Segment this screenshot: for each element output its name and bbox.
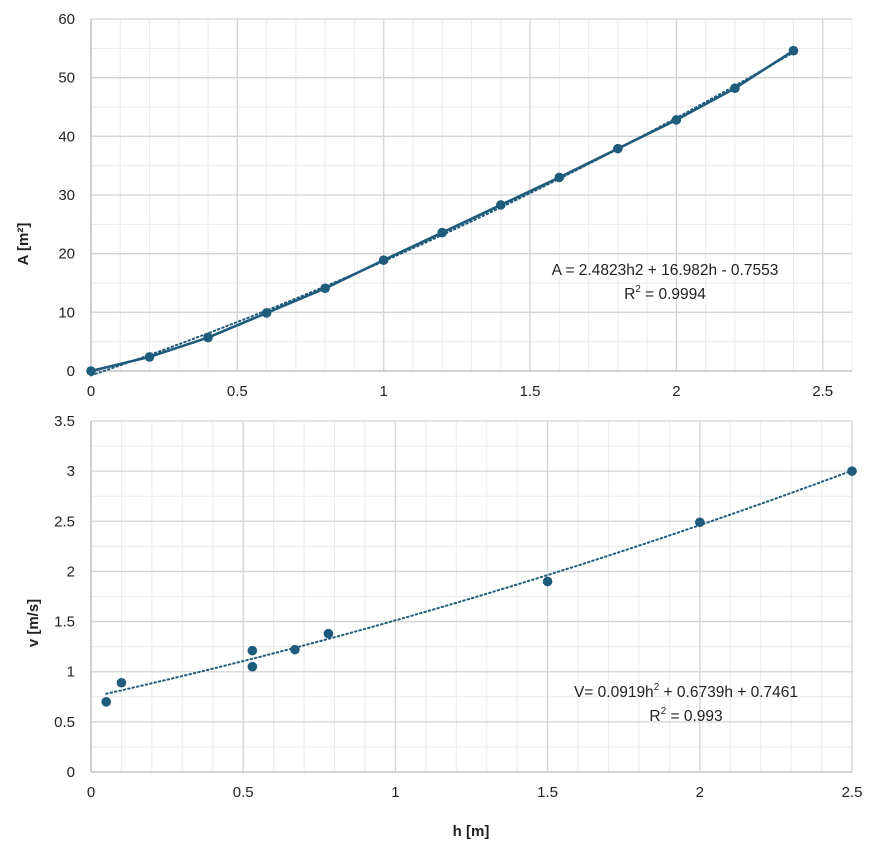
trendline-equation-text: A = 2.4823h2 + 16.982h - 0.7553	[552, 262, 779, 279]
y-axis-title-text: v [m/s]	[25, 599, 42, 647]
x-tick-label: 2.5	[842, 784, 863, 801]
y-tick-label: 2.5	[54, 513, 75, 530]
data-series	[101, 466, 857, 707]
x-tick-label: 1	[391, 784, 399, 801]
x-tick-label: 0.5	[233, 784, 254, 801]
data-point	[290, 644, 300, 655]
data-point	[247, 645, 258, 656]
trendline	[105, 469, 853, 695]
y-tick-label: 3.5	[54, 413, 75, 430]
r-squared-label: R2 = 0.993	[649, 706, 722, 725]
trendline-equation: V= 0.0919h2 + 0.6739h + 0.7461	[574, 682, 798, 701]
x-tick-label: 1.5	[537, 784, 558, 801]
data-series	[86, 45, 799, 376]
data-point	[116, 677, 127, 688]
tick-labels: 0 0.5 1 1.5 2 2.5 0 10 20 30 40 50 60	[58, 11, 833, 400]
trendline-equation: A = 2.4823h2 + 16.982h - 0.7553	[552, 262, 779, 279]
data-point	[437, 227, 448, 238]
y-axis-title: v [m/s]	[25, 599, 42, 647]
y-tick-label: 30	[58, 187, 75, 204]
x-axis-title: h [m]	[453, 823, 490, 840]
x-tick-label: 2.5	[812, 383, 833, 400]
data-point	[730, 83, 740, 94]
axes	[90, 421, 852, 773]
x-tick-label: 1.5	[520, 383, 541, 400]
x-tick-label: 1	[380, 383, 388, 400]
y-tick-label: 0	[67, 363, 75, 380]
data-point	[847, 466, 857, 476]
y-tick-label: 40	[58, 128, 75, 145]
r-squared-label: R2 = 0.9994	[624, 284, 706, 303]
data-point	[542, 576, 553, 587]
x-axis-title-text: h [m]	[453, 823, 490, 840]
chart-area-vs-depth: 0 0.5 1 1.5 2 2.5 0 10 20 30 40 50 60 A [m²] A = 2.4…	[15, 11, 853, 400]
data-point	[378, 255, 389, 265]
axes	[90, 19, 852, 372]
data-point	[247, 661, 258, 672]
data-point	[203, 332, 213, 343]
data-point	[788, 45, 799, 56]
x-tick-label: 2	[696, 784, 704, 801]
data-point	[613, 143, 623, 154]
x-tick-label: 0	[87, 383, 95, 400]
y-tick-label: 60	[58, 11, 75, 28]
data-point	[320, 283, 330, 294]
tick-labels: 0 0.5 1 1.5 2 2.5 0 0.5 1 1.5 2 2.5 3 3.5	[54, 413, 862, 801]
data-point	[671, 115, 682, 125]
data-point	[86, 366, 96, 376]
y-tick-label: 50	[58, 70, 75, 87]
data-point	[144, 352, 155, 362]
y-tick-label: 1	[67, 664, 75, 681]
minor-grid	[90, 420, 853, 773]
data-point	[323, 628, 334, 639]
y-tick-label: 0	[67, 764, 75, 781]
y-tick-label: 1.5	[54, 614, 75, 631]
data-point	[261, 308, 272, 318]
y-tick-label: 3	[67, 463, 75, 480]
y-tick-label: 20	[58, 246, 75, 263]
x-tick-label: 2	[672, 383, 680, 400]
y-tick-label: 2	[67, 563, 75, 580]
data-point	[101, 697, 112, 707]
x-tick-label: 0	[87, 784, 95, 801]
data-point	[554, 172, 565, 183]
y-tick-label: 10	[58, 304, 75, 321]
y-tick-label: 0.5	[54, 714, 75, 731]
data-point	[695, 517, 705, 528]
y-axis-title-text: A [m²]	[15, 223, 32, 266]
data-point	[495, 200, 506, 210]
x-tick-label: 0.5	[227, 383, 248, 400]
y-axis-title: A [m²]	[15, 223, 32, 266]
chart-velocity-vs-depth: 0 0.5 1 1.5 2 2.5 0 0.5 1 1.5 2 2.5 3 3.5 h [m] v [m/…	[25, 413, 862, 840]
trendline-path	[105, 469, 853, 695]
